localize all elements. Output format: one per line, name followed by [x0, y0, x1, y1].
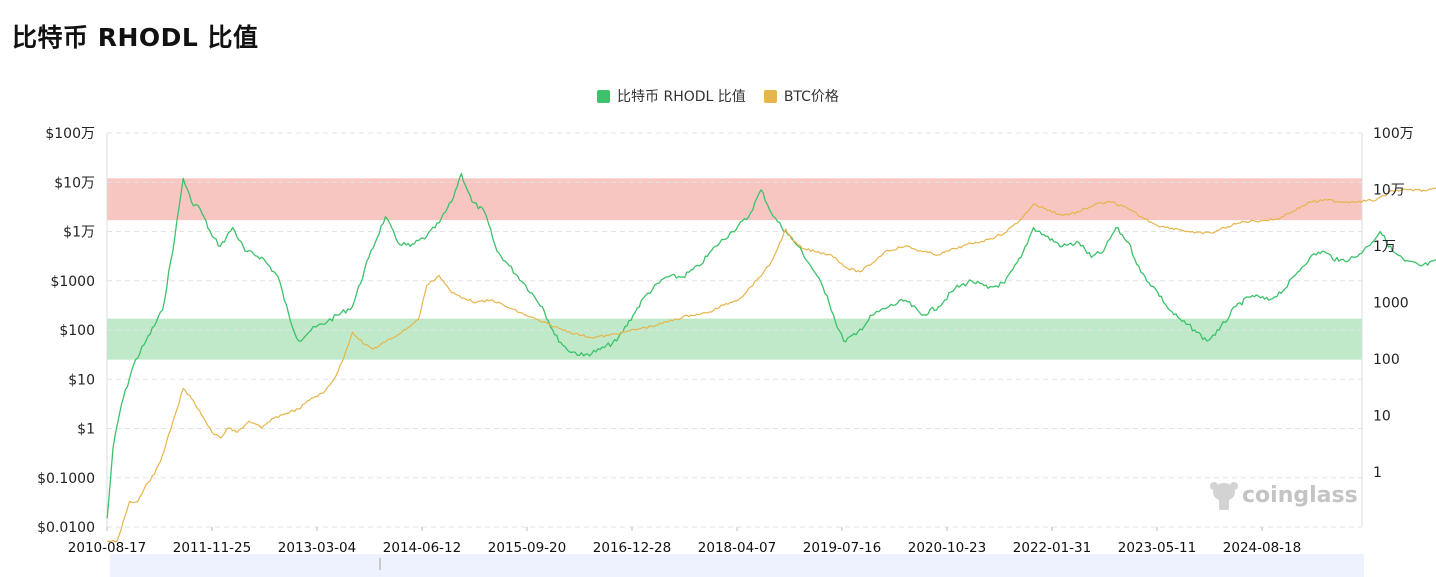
left-tick-label: $100万: [45, 126, 95, 142]
zone-bands: [107, 178, 1362, 360]
rhodl-ratio-line: [106, 172, 1436, 519]
series-lines: [106, 172, 1436, 543]
legend-label-rhodl: 比特币 RHODL 比值: [617, 89, 746, 105]
x-tick-label: 2024-08-18: [1223, 540, 1301, 556]
legend-item-btc-price[interactable]: BTC价格: [763, 86, 839, 106]
data-zoom-handle[interactable]: [379, 558, 381, 570]
x-tick-label: 2011-11-25: [173, 540, 251, 556]
left-tick-label: $1: [77, 422, 95, 438]
left-tick-label: $1万: [63, 225, 95, 241]
left-tick-label: $0.0100: [37, 520, 95, 536]
left-tick-label: $10: [68, 372, 95, 388]
overvalued-zone-band: [107, 178, 1362, 221]
data-zoom-slider[interactable]: [110, 554, 1364, 577]
x-tick-label: 2010-08-17: [68, 540, 146, 556]
left-tick-label: $100: [59, 323, 95, 339]
x-tick-label: 2023-05-11: [1118, 540, 1196, 556]
legend-label-btc-price: BTC价格: [783, 89, 839, 105]
x-tick-label: 2016-12-28: [593, 540, 671, 556]
x-tick-label: 2013-03-04: [278, 540, 356, 556]
page-title: 比特币 RHODL 比值: [12, 23, 259, 52]
legend-item-rhodl[interactable]: 比特币 RHODL 比值: [597, 86, 746, 106]
undervalued-zone-band: [107, 318, 1362, 360]
x-tick-label: 2019-07-16: [803, 540, 881, 556]
left-tick-label: $0.1000: [37, 471, 95, 487]
right-axis: 1 10 100 1000 1万 10万 100万: [1373, 126, 1414, 481]
coinglass-logo-icon: [1210, 482, 1238, 510]
left-tick-label: $10万: [54, 175, 95, 191]
right-tick-label: 100万: [1373, 126, 1414, 142]
x-tick-label: 2015-09-20: [488, 540, 566, 556]
x-tick-label: 2014-06-12: [383, 540, 461, 556]
x-tick-label: 2018-04-07: [698, 540, 776, 556]
left-tick-label: $1000: [50, 274, 95, 290]
x-tick-label: 2022-01-31: [1013, 540, 1091, 556]
right-tick-label: 100: [1373, 352, 1400, 368]
chart-legend: 比特币 RHODL 比值 BTC价格: [0, 86, 1436, 106]
grid-lines: [106, 132, 1363, 528]
right-tick-label: 1万: [1373, 239, 1396, 255]
right-tick-label: 1: [1373, 465, 1382, 481]
x-tick-label: 2020-10-23: [908, 540, 986, 556]
watermark-text: coinglass: [1242, 483, 1358, 508]
right-tick-label: 1000: [1373, 296, 1409, 312]
legend-swatch-rhodl: [597, 89, 611, 103]
btc-price-line: [107, 187, 1436, 543]
right-tick-label: 10: [1373, 409, 1391, 425]
left-axis: $0.0100 $0.1000 $1 $10 $100 $1000 $1万 $10万 $100万: [37, 126, 95, 536]
right-tick-label: 10万: [1373, 183, 1405, 199]
x-axis: 2010-08-17 2011-11-25 2013-03-04 2014-06-12…: [68, 527, 1301, 556]
legend-swatch-btc-price: [763, 89, 777, 103]
coinglass-watermark: coinglass: [1210, 482, 1358, 510]
